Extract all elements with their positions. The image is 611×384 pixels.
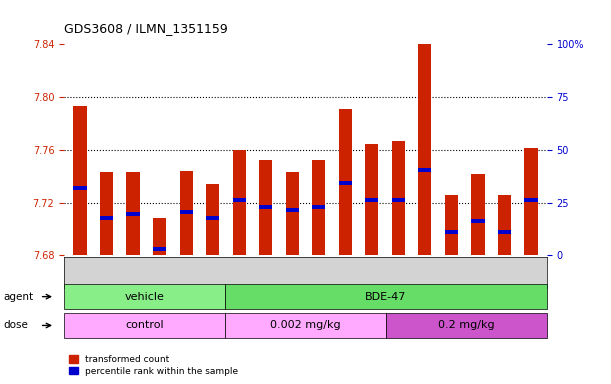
Text: 0.002 mg/kg: 0.002 mg/kg [270,320,341,331]
Bar [73,106,87,255]
Bar [233,150,246,255]
Bar [498,195,511,255]
Bar [365,198,378,202]
Bar [206,184,219,255]
Bar [338,181,352,185]
Bar [126,172,140,255]
Bar [312,160,326,255]
Legend: transformed count, percentile rank within the sample: transformed count, percentile rank withi… [68,355,238,376]
Bar [233,198,246,202]
Bar [285,172,299,255]
Bar [365,144,378,255]
Text: control: control [125,320,164,331]
Text: agent: agent [3,291,33,302]
Bar [312,205,326,209]
Bar [206,217,219,220]
Bar [418,167,431,172]
Bar [153,218,166,255]
Bar [259,205,273,209]
Bar [445,195,458,255]
Bar [180,171,193,255]
Bar [392,141,405,255]
Bar [100,172,113,255]
Bar [498,230,511,233]
Text: vehicle: vehicle [125,291,164,302]
Text: dose: dose [3,320,28,331]
Bar [524,149,538,255]
Bar [418,0,431,255]
Bar [392,198,405,202]
Bar [126,212,140,217]
Bar [524,198,538,202]
Bar [100,217,113,220]
Text: BDE-47: BDE-47 [365,291,407,302]
Text: 0.2 mg/kg: 0.2 mg/kg [438,320,495,331]
Bar [445,230,458,233]
Bar [285,209,299,212]
Bar [471,174,485,255]
Bar [73,186,87,190]
Bar [180,210,193,214]
Bar [471,219,485,223]
Bar [259,160,273,255]
Text: GDS3608 / ILMN_1351159: GDS3608 / ILMN_1351159 [64,22,228,35]
Bar [338,109,352,255]
Bar [153,247,166,251]
